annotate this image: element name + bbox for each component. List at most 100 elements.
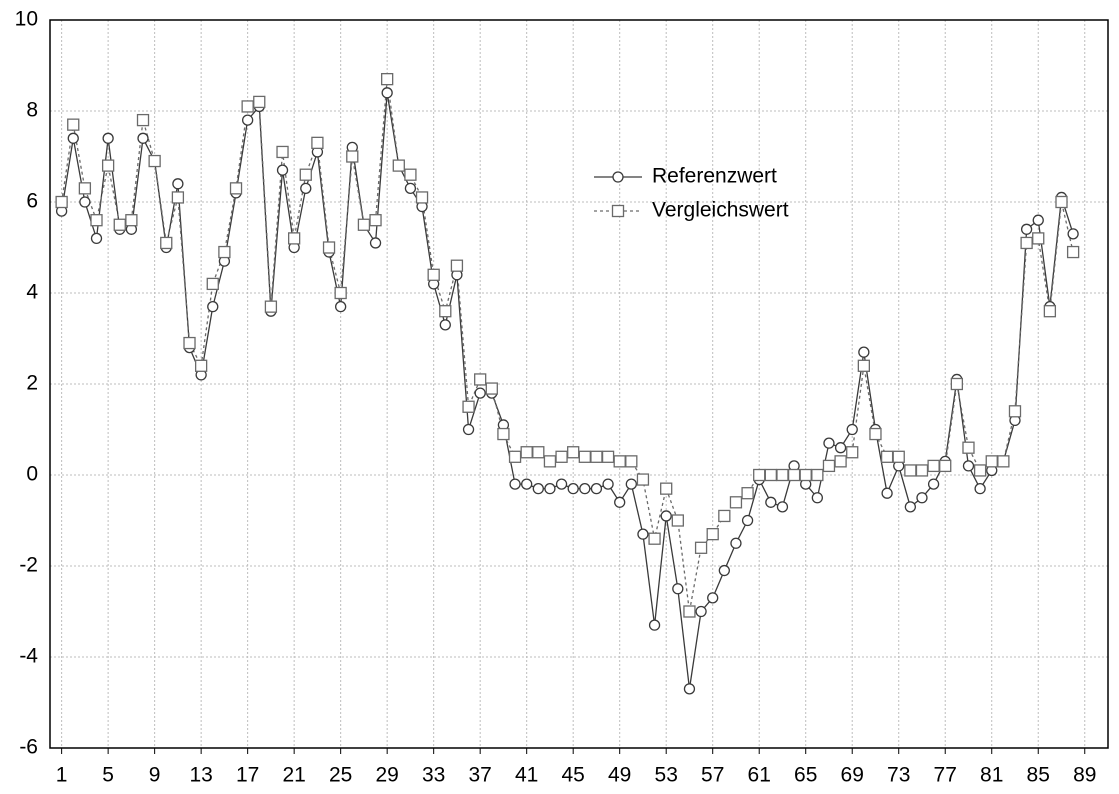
y-tick-label: 0 [26, 463, 38, 486]
data-point [322, 241, 336, 254]
data-point [439, 305, 452, 318]
data-point [590, 482, 603, 495]
x-tick-label: 33 [422, 764, 445, 787]
data-point [183, 336, 196, 350]
data-point [1055, 195, 1068, 209]
data-point [253, 95, 266, 109]
data-point [55, 195, 68, 209]
data-point [450, 259, 464, 272]
data-point [579, 482, 591, 495]
data-point [1032, 232, 1045, 245]
x-tick-label: 37 [468, 764, 491, 787]
data-point [229, 182, 243, 195]
data-point [148, 154, 161, 168]
x-tick-label: 69 [841, 764, 864, 787]
x-tick-label: 21 [282, 764, 305, 787]
data-point [718, 509, 731, 523]
data-point [299, 168, 312, 181]
data-point [300, 182, 312, 195]
data-point [276, 145, 289, 159]
y-tick-label: 4 [26, 281, 38, 304]
data-point [1043, 305, 1057, 318]
data-point [881, 487, 893, 499]
data-point [741, 514, 754, 527]
x-tick-label: 53 [655, 764, 678, 787]
data-point [392, 159, 405, 172]
data-point [846, 446, 859, 459]
x-tick-label: 41 [515, 764, 538, 787]
data-point [765, 496, 777, 508]
data-point [206, 277, 219, 291]
data-point [369, 237, 382, 249]
data-point [485, 382, 498, 395]
data-point [939, 459, 952, 473]
data-point [973, 464, 987, 477]
data-point [648, 619, 661, 631]
data-point [683, 605, 696, 618]
data-point [1020, 223, 1033, 235]
data-point [962, 460, 975, 472]
data-point [241, 114, 254, 126]
data-point [904, 464, 917, 477]
data-point [916, 492, 928, 504]
data-point [602, 478, 614, 490]
x-tick-label: 17 [236, 764, 259, 787]
data-point [404, 182, 417, 195]
data-point [660, 510, 672, 522]
data-point [695, 605, 707, 618]
data-point [962, 441, 975, 454]
data-point [625, 478, 637, 490]
data-point [811, 492, 823, 504]
data-point [532, 482, 544, 495]
data-point [787, 468, 801, 482]
data-point [1032, 214, 1044, 226]
data-point [729, 496, 743, 509]
data-point [79, 196, 91, 208]
data-point [439, 319, 451, 331]
data-point [764, 468, 777, 482]
data-point [102, 132, 114, 144]
data-point [462, 423, 475, 436]
y-tick-label: 8 [26, 99, 38, 122]
data-point [555, 450, 568, 463]
y-tick-label: 2 [26, 372, 38, 395]
data-point [927, 459, 940, 473]
data-point [90, 232, 103, 245]
data-point [1067, 228, 1079, 240]
series-line [60, 92, 1074, 689]
data-point [869, 427, 882, 441]
data-point [276, 164, 289, 176]
data-point [415, 191, 429, 204]
data-point [67, 118, 80, 131]
data-point [671, 514, 684, 527]
data-point [822, 459, 836, 473]
x-tick-label: 85 [1027, 764, 1050, 787]
data-point [404, 168, 417, 181]
data-point [730, 537, 742, 549]
data-point [915, 464, 929, 477]
x-tick-label: 1 [56, 764, 68, 787]
data-point [474, 373, 487, 386]
data-point [811, 468, 824, 482]
data-point [892, 450, 905, 463]
legend-marker [612, 171, 624, 183]
data-point [567, 482, 579, 495]
data-point [101, 159, 115, 172]
data-point [578, 450, 591, 463]
data-point [776, 501, 789, 513]
data-point [218, 245, 231, 259]
data-point [567, 446, 580, 459]
data-point [532, 446, 545, 459]
data-point [858, 346, 870, 358]
data-point [718, 564, 730, 577]
data-point [346, 150, 359, 163]
data-point [497, 427, 510, 441]
data-point [357, 218, 371, 231]
x-tick-label: 57 [701, 764, 724, 787]
data-point [172, 178, 184, 190]
legend-marker [611, 204, 625, 218]
data-point [1066, 245, 1080, 259]
data-point [706, 528, 719, 541]
